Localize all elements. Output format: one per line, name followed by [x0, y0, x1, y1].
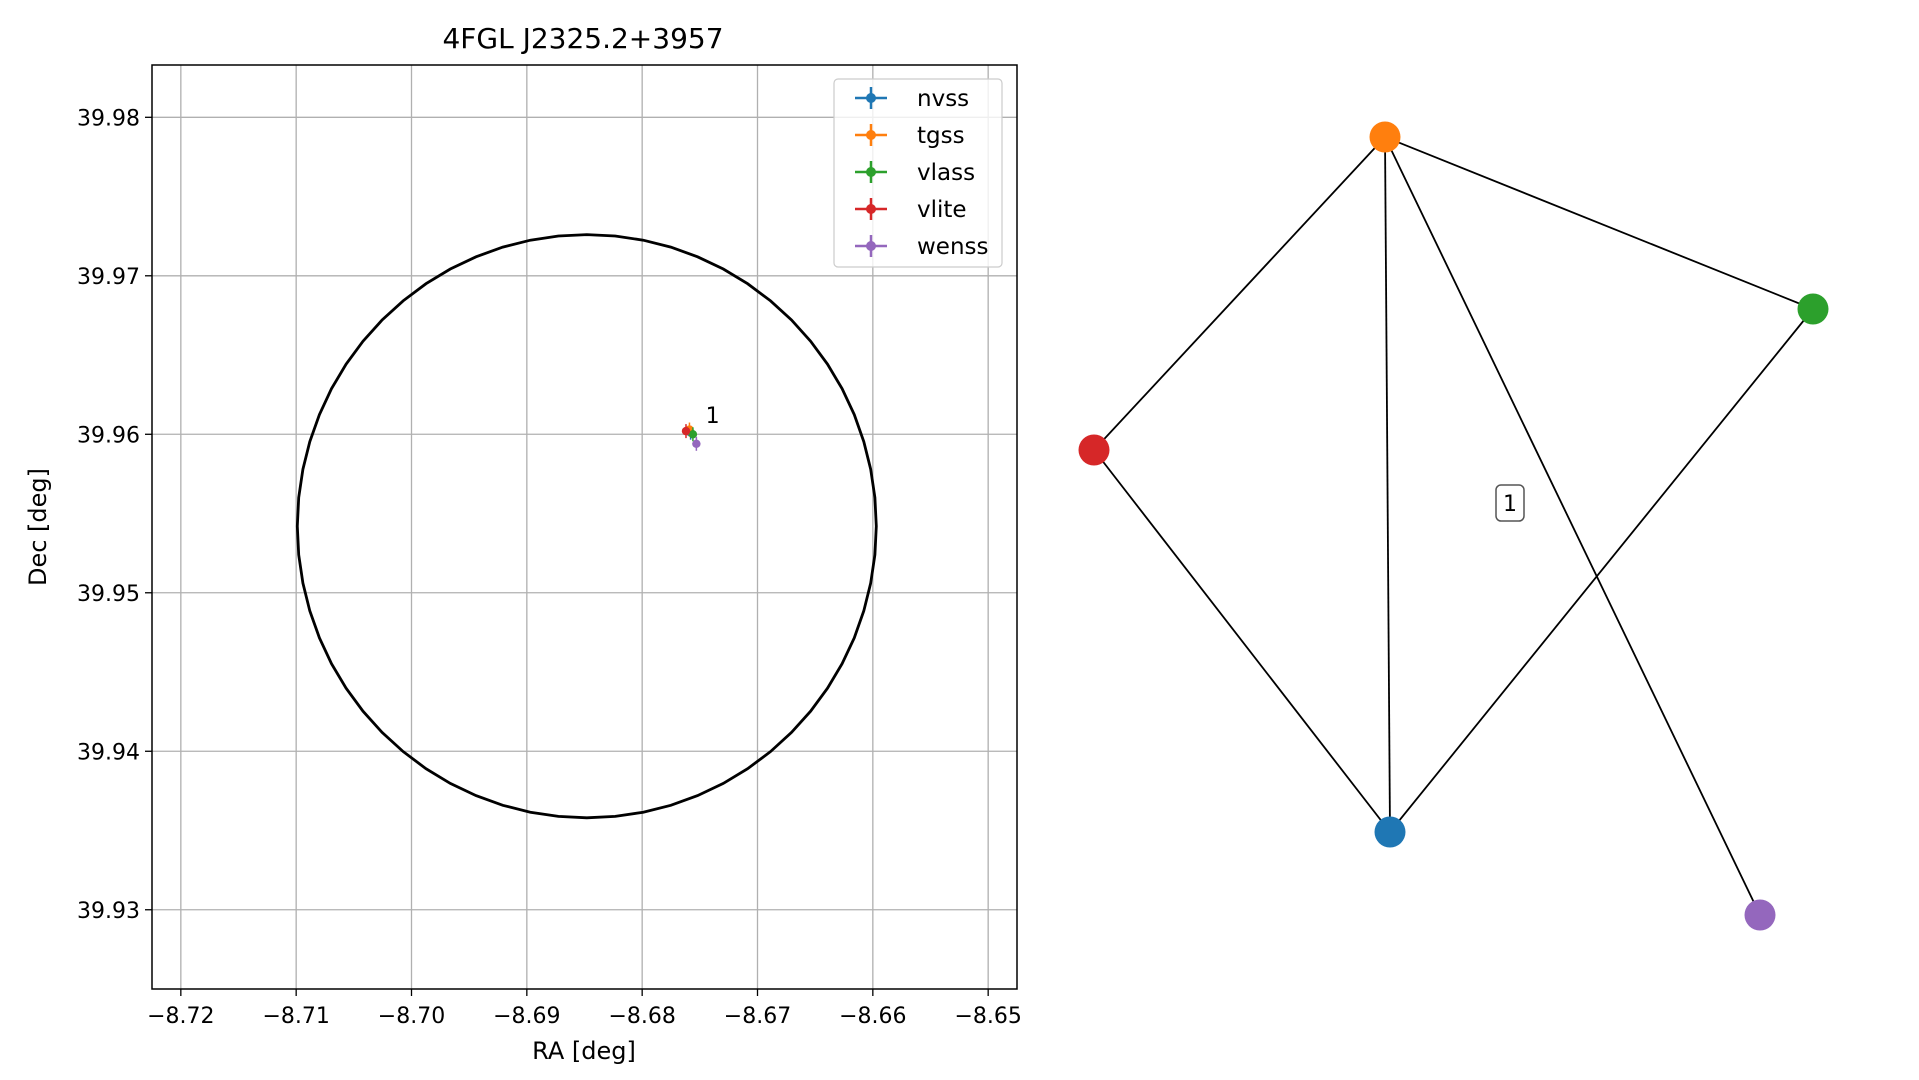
- legend-item-nvss[interactable]: nvss: [855, 86, 969, 112]
- y-tick-label: 39.98: [77, 106, 140, 131]
- y-axis-ticks: 39.93 39.94 39.95 39.96 39.97 39.98: [77, 106, 152, 924]
- x-tick-label: −8.70: [378, 1004, 445, 1029]
- y-tick-label: 39.94: [77, 740, 140, 765]
- legend-label: wenss: [917, 234, 989, 260]
- x-axis-ticks: −8.72 −8.71 −8.70 −8.69 −8.68 −8.67 −8.66 −8.65: [147, 989, 1022, 1029]
- y-tick-label: 39.93: [77, 899, 140, 924]
- data-point-vlass[interactable]: [688, 427, 698, 442]
- graph-node-vlass[interactable]: [1797, 293, 1829, 325]
- y-tick-label: 39.95: [77, 582, 140, 607]
- y-axis-label: Dec [deg]: [24, 468, 52, 586]
- point-annotation: 1: [706, 404, 720, 429]
- graph-edge-tgss-vlite: [1093, 136, 1386, 451]
- y-tick-label: 39.96: [77, 423, 140, 448]
- point-marker: [692, 439, 701, 448]
- legend-box: [833, 78, 1003, 268]
- legend-item-tgss[interactable]: tgss: [855, 123, 965, 149]
- legend-marker: [866, 204, 876, 214]
- x-tick-label: −8.65: [954, 1004, 1021, 1029]
- x-tick-label: −8.71: [262, 1004, 329, 1029]
- error-ellipse-layer: [295, 233, 878, 820]
- x-tick-label: −8.69: [493, 1004, 560, 1029]
- legend-marker: [866, 93, 876, 103]
- graph-edges: [1093, 136, 1814, 916]
- plot-frame: [151, 64, 1018, 990]
- legend-label: vlite: [917, 197, 967, 223]
- x-axis-label: RA [deg]: [532, 1037, 636, 1065]
- legend-marker: [866, 130, 876, 140]
- graph-nodes: [1078, 121, 1829, 931]
- legend-marker: [866, 167, 876, 177]
- legend-item-vlass[interactable]: vlass: [855, 160, 975, 186]
- x-tick-label: −8.72: [147, 1004, 214, 1029]
- data-points: [681, 422, 701, 451]
- scatter-panel: 4FGL J2325.2+3957 1 −8.72 −8.71 −8.70 −8.69…: [24, 22, 1022, 1065]
- legend-item-wenss[interactable]: wenss: [855, 234, 989, 260]
- legend-label: tgss: [917, 123, 965, 149]
- graph-node-vlite[interactable]: [1078, 434, 1110, 466]
- graph-node-nvss[interactable]: [1374, 816, 1406, 848]
- data-point-wenss[interactable]: [692, 436, 701, 451]
- legend-item-vlite[interactable]: vlite: [855, 197, 967, 223]
- graph-edge-vlite-nvss: [1093, 449, 1391, 833]
- graph-panel: 1: [1078, 121, 1829, 931]
- graph-label-box: 1: [1495, 484, 1525, 522]
- y-tick-label: 39.97: [77, 265, 140, 290]
- legend[interactable]: nvss tgss vlass vlite wenss: [833, 78, 1003, 268]
- graph-edge-vlass-nvss: [1389, 308, 1814, 833]
- point-marker: [688, 430, 698, 439]
- data-point-vlite[interactable]: [681, 424, 691, 439]
- x-tick-label: −8.66: [839, 1004, 906, 1029]
- graph-node-wenss[interactable]: [1744, 899, 1776, 931]
- legend-label: vlass: [917, 160, 975, 186]
- error-ellipse: [295, 233, 878, 820]
- graph-edge-tgss-nvss: [1384, 136, 1391, 833]
- chart-title: 4FGL J2325.2+3957: [442, 22, 723, 55]
- graph-label: 1: [1503, 492, 1517, 517]
- legend-marker: [866, 241, 876, 251]
- point-marker: [681, 426, 691, 436]
- graph-node-tgss[interactable]: [1369, 121, 1401, 153]
- graph-edge-tgss-vlass: [1384, 136, 1814, 310]
- x-tick-label: −8.68: [608, 1004, 675, 1029]
- legend-label: nvss: [917, 86, 969, 112]
- x-tick-label: −8.67: [724, 1004, 791, 1029]
- graph-edge-tgss-wenss: [1384, 136, 1761, 916]
